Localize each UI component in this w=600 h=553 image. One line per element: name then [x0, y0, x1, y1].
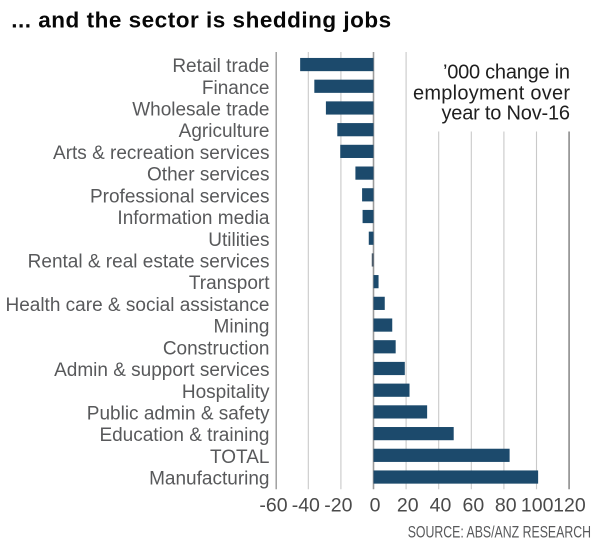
svg-text:Transport: Transport [189, 273, 270, 294]
svg-text:-40: -40 [292, 495, 320, 517]
svg-text:Information media: Information media [117, 208, 270, 229]
svg-text:employment over: employment over [413, 82, 570, 104]
svg-text:-60: -60 [259, 495, 287, 517]
svg-text:Other services: Other services [147, 165, 269, 186]
svg-text:TOTAL: TOTAL [210, 447, 269, 468]
svg-text:Manufacturing: Manufacturing [149, 469, 269, 490]
svg-text:Professional services: Professional services [90, 186, 270, 207]
svg-text:’000 change in: ’000 change in [443, 61, 570, 83]
svg-text:-20: -20 [324, 495, 352, 517]
svg-text:Rental & real estate services: Rental & real estate services [28, 251, 270, 272]
svg-text:Arts & recreation services: Arts & recreation services [53, 143, 269, 164]
svg-text:Construction: Construction [163, 338, 270, 359]
svg-text:Wholesale trade: Wholesale trade [132, 100, 269, 121]
svg-text:40: 40 [430, 495, 452, 517]
svg-text:100: 100 [521, 495, 554, 517]
svg-text:Public admin & safety: Public admin & safety [87, 403, 270, 424]
svg-text:SOURCE: ABS/ANZ RESEARCH: SOURCE: ABS/ANZ RESEARCH [408, 524, 591, 542]
svg-text:Utilities: Utilities [208, 230, 269, 251]
svg-text:120: 120 [553, 495, 586, 517]
svg-text:year to Nov-16: year to Nov-16 [442, 103, 571, 125]
svg-text:... and the sector is shedding: ... and the sector is shedding jobs [11, 8, 391, 33]
svg-text:Finance: Finance [202, 78, 270, 99]
svg-text:60: 60 [463, 495, 485, 517]
svg-text:0: 0 [370, 495, 381, 517]
svg-text:Retail trade: Retail trade [172, 56, 269, 77]
svg-text:Health care & social assistanc: Health care & social assistance [5, 295, 269, 316]
svg-text:Mining: Mining [214, 317, 270, 338]
svg-text:80: 80 [495, 495, 517, 517]
svg-text:Education & training: Education & training [99, 425, 269, 446]
svg-text:Admin & support services: Admin & support services [54, 360, 269, 381]
svg-text:Agriculture: Agriculture [179, 121, 270, 142]
svg-text:20: 20 [397, 495, 419, 517]
svg-text:Hospitality: Hospitality [182, 382, 270, 403]
